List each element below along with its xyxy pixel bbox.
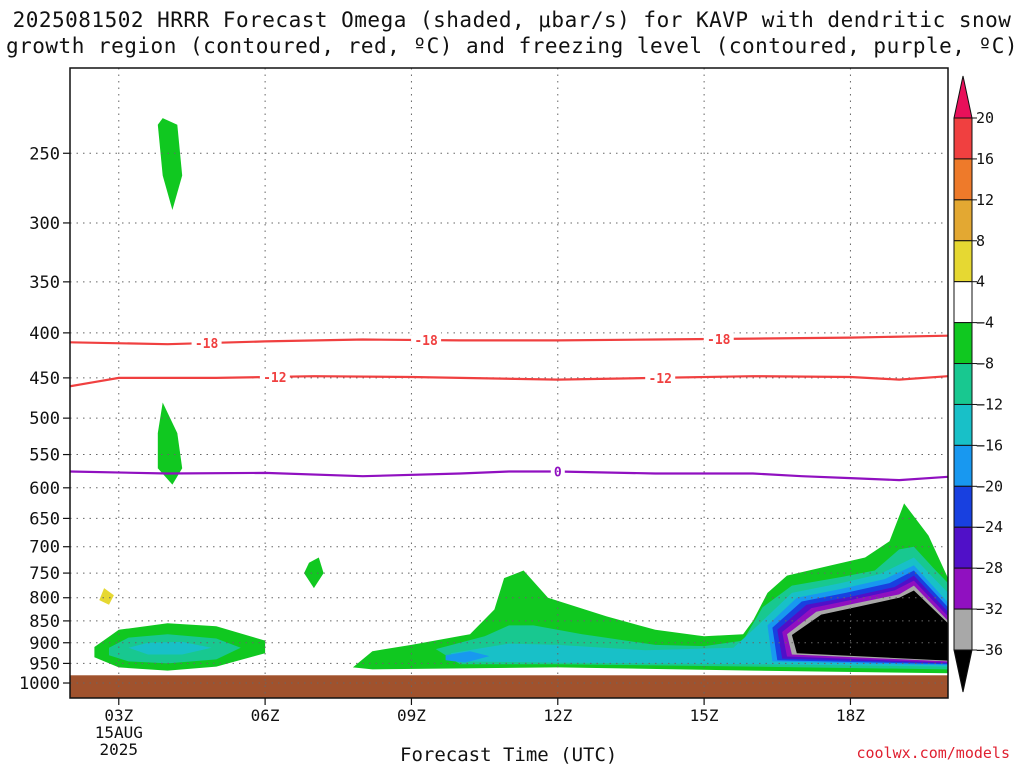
omega-region-7 xyxy=(787,541,807,550)
colorbar-label-1: 16 xyxy=(976,150,994,168)
colorbar-label-8: −16 xyxy=(976,436,1003,454)
x-axis-label: Forecast Time (UTC) xyxy=(400,744,618,766)
contour-label-1-0: -12 xyxy=(263,371,286,386)
contour-label-bg-2-0 xyxy=(550,463,565,480)
colorbar-label-3: 8 xyxy=(976,232,985,250)
y-tick-label-8: 650 xyxy=(29,509,60,529)
contour-label-bg-0-1 xyxy=(411,332,442,349)
x-year-label: 2025 xyxy=(100,740,139,759)
colorbar-bin-12 xyxy=(953,608,973,651)
colorbar-bin-7 xyxy=(953,403,973,446)
x-tick-label-1: 06Z xyxy=(251,706,280,725)
y-tick-label-11: 800 xyxy=(29,589,60,609)
contour-label-bg-1-0 xyxy=(259,368,290,385)
colorbar-bin-4 xyxy=(953,281,973,324)
contour-label-2-0: 0 xyxy=(554,466,562,481)
contour-label-bg-0-0 xyxy=(191,335,222,352)
colorbar-bin-3 xyxy=(953,240,973,283)
colorbar-bin-10 xyxy=(953,526,973,569)
omega-region-4 xyxy=(70,560,134,621)
colorbar-label-10: −24 xyxy=(976,518,1003,536)
colorbar-label-2: 12 xyxy=(976,191,994,209)
omega-region-5 xyxy=(99,588,114,605)
contour-label-0-1: -18 xyxy=(414,334,438,349)
omega-region-3 xyxy=(206,356,227,411)
x-tick-label-4: 15Z xyxy=(690,706,719,725)
omega-region-1 xyxy=(157,402,183,485)
plot-frame xyxy=(69,67,949,699)
colorbar-label-5: −4 xyxy=(976,314,994,332)
x-tick-label-2: 09Z xyxy=(397,706,426,725)
colorbar-label-6: −8 xyxy=(976,355,994,373)
chart-title-line1: 2025081502 HRRR Forecast Omega (shaded, … xyxy=(12,8,1012,32)
credit-link[interactable]: coolwx.com/models xyxy=(856,744,1010,762)
colorbar-bin-8 xyxy=(953,444,973,487)
omega-region-6 xyxy=(391,611,417,627)
contour-label-bg-1-1 xyxy=(645,369,676,386)
y-tick-label-1: 300 xyxy=(29,214,60,234)
ground-terrain xyxy=(70,675,948,698)
colorbar-bin-2 xyxy=(953,199,973,242)
omega-region-0 xyxy=(157,118,183,210)
colorbar-label-12: −32 xyxy=(976,600,1003,618)
omega-region-2 xyxy=(304,557,324,589)
y-tick-label-0: 250 xyxy=(29,144,60,164)
colorbar-bin-9 xyxy=(953,485,973,528)
contour-label-1-1: -12 xyxy=(648,372,671,387)
x-date-label: 15AUG xyxy=(95,723,143,742)
contour-label-bg-0-2 xyxy=(703,330,734,347)
colorbar-label-13: −36 xyxy=(976,641,1003,659)
y-tick-label-15: 1000 xyxy=(19,674,60,694)
colorbar-bin-0 xyxy=(953,117,973,160)
colorbar-label-11: −28 xyxy=(976,559,1003,577)
y-tick-label-5: 500 xyxy=(29,409,60,429)
y-tick-label-10: 750 xyxy=(29,564,60,584)
colorbar-label-4: 4 xyxy=(976,273,985,291)
chart-title-line2: growth region (contoured, red, ºC) and f… xyxy=(5,34,1019,58)
colorbar-bin-1 xyxy=(953,158,973,201)
y-tick-label-2: 350 xyxy=(29,273,60,293)
omega-region-14 xyxy=(445,651,490,663)
x-tick-label-3: 12Z xyxy=(543,706,572,725)
colorbar-bin-6 xyxy=(953,363,973,405)
omega-region-10 xyxy=(128,641,212,655)
colorbar-label-7: −12 xyxy=(976,395,1003,413)
y-tick-label-6: 550 xyxy=(29,446,60,466)
contour-label-0-0: -18 xyxy=(195,337,219,352)
y-tick-label-13: 900 xyxy=(29,634,60,654)
contour-label-0-2: -18 xyxy=(707,333,731,348)
colorbar-top-arrow xyxy=(953,75,973,119)
y-tick-label-9: 700 xyxy=(29,538,60,558)
y-tick-label-14: 950 xyxy=(29,654,60,674)
y-tick-label-12: 850 xyxy=(29,612,60,632)
x-tick-label-0: 03Z xyxy=(104,706,133,725)
contour-line-1 xyxy=(70,375,948,388)
colorbar-bin-11 xyxy=(953,567,973,610)
y-tick-label-4: 450 xyxy=(29,369,60,389)
x-tick-label-5: 18Z xyxy=(836,706,865,725)
colorbar-label-0: 20 xyxy=(976,109,994,127)
colorbar-bottom-arrow xyxy=(953,649,973,693)
y-tick-label-7: 600 xyxy=(29,479,60,499)
colorbar-bin-5 xyxy=(953,322,973,365)
y-tick-label-3: 400 xyxy=(29,324,60,344)
colorbar-label-9: −20 xyxy=(976,477,1003,495)
